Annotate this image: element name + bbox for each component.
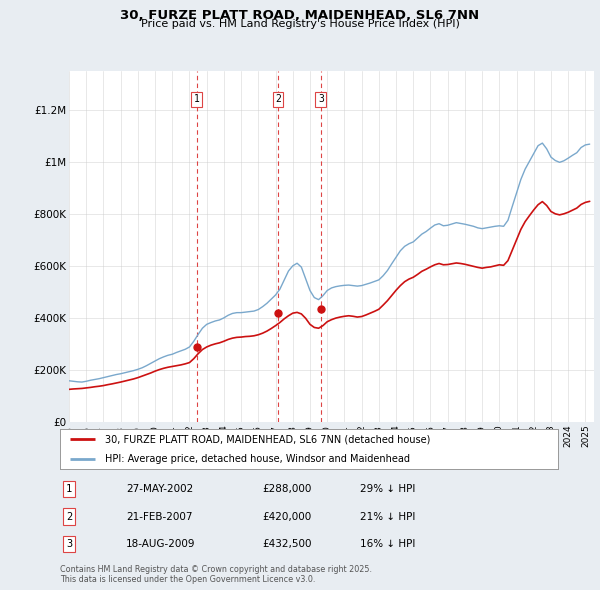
Text: £420,000: £420,000	[263, 512, 312, 522]
Text: 30, FURZE PLATT ROAD, MAIDENHEAD, SL6 7NN (detached house): 30, FURZE PLATT ROAD, MAIDENHEAD, SL6 7N…	[105, 434, 430, 444]
Text: 3: 3	[318, 94, 324, 104]
Text: 1: 1	[194, 94, 199, 104]
Text: 21% ↓ HPI: 21% ↓ HPI	[360, 512, 415, 522]
Text: 2: 2	[275, 94, 281, 104]
Text: 16% ↓ HPI: 16% ↓ HPI	[360, 539, 415, 549]
Text: Price paid vs. HM Land Registry's House Price Index (HPI): Price paid vs. HM Land Registry's House …	[140, 19, 460, 30]
Text: 21-FEB-2007: 21-FEB-2007	[126, 512, 193, 522]
Text: 3: 3	[66, 539, 72, 549]
Text: £288,000: £288,000	[263, 484, 312, 494]
Text: 18-AUG-2009: 18-AUG-2009	[126, 539, 196, 549]
Text: 29% ↓ HPI: 29% ↓ HPI	[360, 484, 415, 494]
Text: 30, FURZE PLATT ROAD, MAIDENHEAD, SL6 7NN: 30, FURZE PLATT ROAD, MAIDENHEAD, SL6 7N…	[121, 9, 479, 22]
Text: £432,500: £432,500	[263, 539, 312, 549]
Text: 1: 1	[66, 484, 72, 494]
Text: Contains HM Land Registry data © Crown copyright and database right 2025.
This d: Contains HM Land Registry data © Crown c…	[60, 565, 372, 584]
Text: HPI: Average price, detached house, Windsor and Maidenhead: HPI: Average price, detached house, Wind…	[105, 454, 410, 464]
Text: 2: 2	[66, 512, 72, 522]
Text: 27-MAY-2002: 27-MAY-2002	[126, 484, 193, 494]
